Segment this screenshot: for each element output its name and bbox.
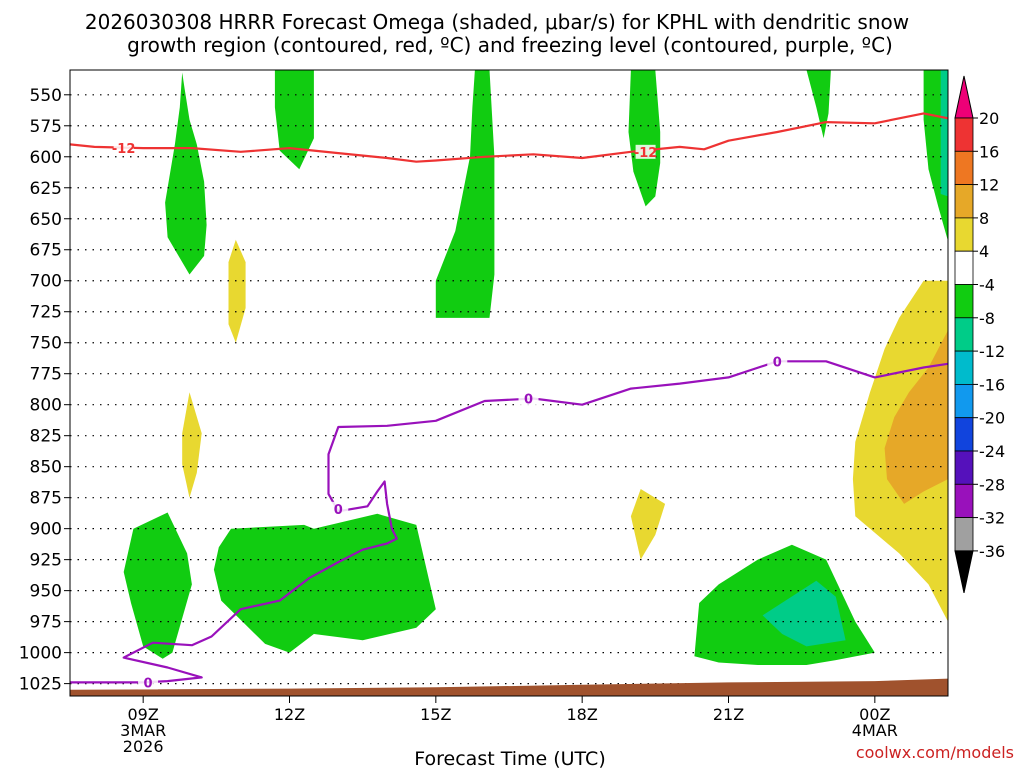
colorbar-label-12: -32	[979, 509, 1005, 528]
x-axis-label: Forecast Time (UTC)	[414, 748, 605, 768]
y-tick-label-925: 925	[30, 551, 62, 571]
y-tick-label-675: 675	[30, 241, 62, 261]
contour-label-bg-2-1	[328, 501, 349, 516]
y-tick-label-875: 875	[30, 489, 62, 509]
terrain-fill	[70, 678, 948, 696]
chart-title-line-2: growth region (contoured, red, ºC) and f…	[127, 33, 893, 57]
y-tick-label-625: 625	[30, 179, 62, 199]
contour-label-2-3: 0	[773, 355, 782, 370]
colorbar-bin-11	[954, 450, 974, 485]
colorbar-bin-4	[954, 217, 974, 252]
x-tick-label-0-0: 09Z	[128, 705, 159, 724]
x-tick-label-1-0: 12Z	[274, 705, 305, 724]
x-tick-label-5-0: 00Z	[859, 705, 890, 724]
y-tick-label-1000: 1000	[19, 644, 62, 664]
colorbar-bin-7	[954, 317, 974, 352]
colorbar-bin-8	[954, 350, 974, 385]
contour-label-2-2: 0	[524, 392, 533, 407]
omega-region-4	[806, 70, 831, 139]
colorbar-bin-13	[954, 517, 974, 552]
colorbar-label-0: 20	[979, 109, 999, 128]
omega-region-2	[435, 70, 495, 318]
colorbar-label-7: -12	[979, 342, 1005, 361]
y-tick-label-850: 850	[30, 458, 62, 478]
colorbar-bin-9	[954, 383, 974, 419]
terrain-layer	[70, 678, 948, 696]
y-tick-label-650: 650	[30, 210, 62, 230]
contour-line-0	[70, 112, 948, 163]
contour-line-1	[70, 360, 948, 684]
colorbar-bin-2	[954, 150, 974, 186]
colorbar-bin-3	[954, 184, 974, 219]
colorbar-top-arrow	[954, 75, 974, 119]
omega-region-7	[123, 512, 192, 659]
y-tick-label-700: 700	[30, 272, 62, 292]
x-tick-label-4-0: 21Z	[713, 705, 744, 724]
colorbar-label-3: 8	[979, 209, 989, 228]
y-tick-label-950: 950	[30, 582, 62, 602]
x-tick-label-3-0: 18Z	[567, 705, 598, 724]
omega-region-12	[182, 392, 202, 498]
y-tick-label-900: 900	[30, 520, 62, 540]
colorbar-label-9: -20	[979, 409, 1005, 428]
colorbar-label-13: -36	[979, 542, 1005, 561]
y-tick-label-725: 725	[30, 303, 62, 323]
y-tick-label-775: 775	[30, 365, 62, 385]
colorbar-label-10: -24	[979, 442, 1005, 461]
omega-colorbar: 20 16 12 8 4 -4 -8 -12 -16 -20 -24 -28 -32 -36	[954, 75, 1005, 594]
contour-label-0-0: -12	[112, 142, 136, 157]
credit-text: coolwx.com/models	[856, 743, 1014, 762]
contour-label-1-0: -12	[634, 146, 658, 161]
omega-region-1	[274, 70, 314, 170]
colorbar-label-4: 4	[979, 242, 989, 261]
x-tick-label-5-1: 4MAR	[852, 721, 898, 740]
x-tick-label-2-0: 15Z	[420, 705, 451, 724]
x-tick-label-0-2: 2026	[123, 737, 164, 756]
contour-lines-layer: -12 -12 0 0 0 0	[70, 112, 948, 691]
omega-region-0	[165, 72, 207, 275]
colorbar-bin-5	[954, 250, 974, 285]
omega-region-10	[762, 580, 846, 647]
colorbar-label-2: 12	[979, 176, 999, 195]
y-tick-label-600: 600	[30, 148, 62, 168]
contour-label-bg-2-2	[518, 391, 539, 406]
contour-label-bg-2-0	[138, 675, 159, 690]
contour-label-bg-2-3	[767, 354, 788, 369]
colorbar-label-11: -28	[979, 475, 1005, 494]
x-tick-label-0-1: 3MAR	[120, 721, 166, 740]
omega-region-11	[228, 239, 246, 343]
colorbar-label-6: -8	[979, 309, 995, 328]
colorbar-label-5: -4	[979, 276, 995, 295]
colorbar-label-1: 16	[979, 142, 999, 161]
colorbar-bin-10	[954, 417, 974, 452]
pressure-axis: 550 575 600 625 650 675 700 725 750 775 800 825 850 8…	[19, 86, 70, 695]
y-tick-label-1025: 1025	[19, 675, 62, 695]
omega-region-15	[884, 330, 948, 504]
contour-label-bg-0-0	[113, 141, 134, 156]
y-tick-label-750: 750	[30, 334, 62, 354]
colorbar-bottom-arrow	[954, 550, 974, 594]
contour-label-2-0: 0	[144, 676, 153, 691]
y-tick-label-800: 800	[30, 396, 62, 416]
colorbar-label-8: -16	[979, 375, 1005, 394]
omega-region-3	[628, 70, 661, 207]
omega-region-8	[213, 513, 436, 653]
y-tick-label-550: 550	[30, 86, 62, 106]
y-tick-label-975: 975	[30, 613, 62, 633]
contour-label-2-1: 0	[334, 503, 343, 518]
y-tick-label-825: 825	[30, 427, 62, 447]
omega-shading-layer	[123, 70, 948, 665]
chart-title-line-1: 2026030308 HRRR Forecast Omega (shaded, …	[85, 10, 909, 34]
plot-frame	[69, 69, 949, 697]
colorbar-bin-6	[954, 284, 974, 319]
colorbar-bin-12	[954, 483, 974, 518]
omega-region-13	[630, 489, 666, 560]
colorbar-bin-1	[954, 117, 974, 152]
y-tick-label-575: 575	[30, 117, 62, 137]
omega-region-6	[940, 70, 948, 197]
contour-label-bg-1-0	[635, 144, 656, 159]
